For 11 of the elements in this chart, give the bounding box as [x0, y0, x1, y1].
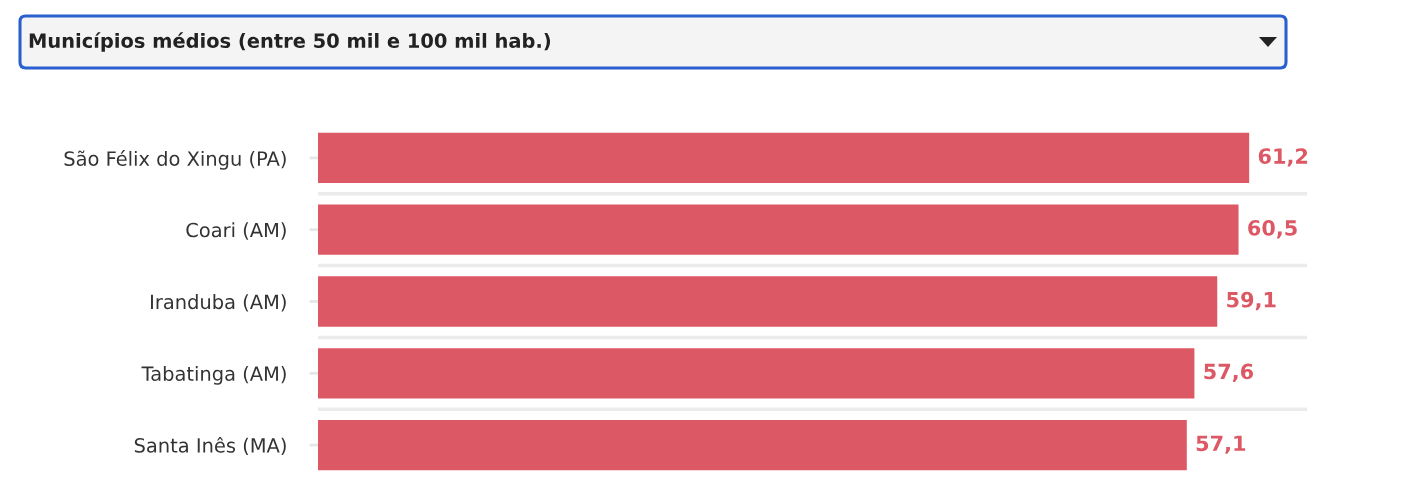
data-label: 57,6: [1204, 363, 1254, 383]
chart-title: Municípios médios (entre 50 mil e 100 mil hab.): [29, 32, 551, 52]
y-tick-label: São Félix do Xingu (PA): [64, 150, 286, 170]
y-tick-label: Tabatinga (AM): [141, 365, 286, 385]
y-tick-label: Iranduba (AM): [151, 294, 286, 312]
data-label: 60,5: [1248, 219, 1297, 239]
data-label: 57,1: [1196, 435, 1246, 454]
data-label: 59,1: [1227, 291, 1276, 311]
y-tick-label: Coari (AM): [186, 222, 286, 240]
y-tick-label: Santa Inês (MA): [134, 436, 286, 456]
data-label: 61,2: [1258, 148, 1308, 167]
